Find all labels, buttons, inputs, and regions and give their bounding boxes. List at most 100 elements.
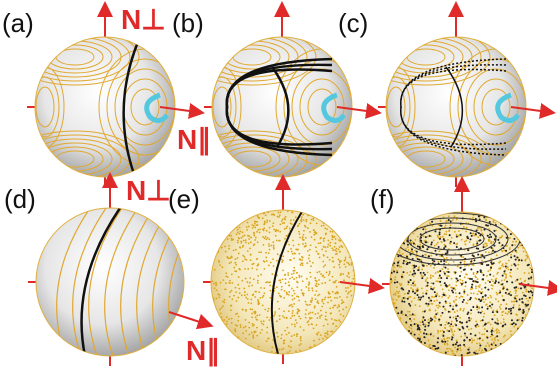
dot [244, 291, 246, 293]
dot [417, 337, 419, 339]
dot [313, 229, 315, 231]
dot [516, 279, 518, 281]
dot [263, 320, 265, 322]
dot [283, 310, 285, 312]
dot [307, 227, 309, 229]
dot [448, 330, 450, 332]
dot [428, 297, 430, 299]
dot [311, 323, 313, 325]
dot [257, 241, 259, 243]
dot [260, 287, 262, 289]
dot [501, 314, 503, 316]
dot [452, 325, 454, 327]
dot [235, 287, 237, 289]
dot [453, 353, 455, 355]
dot [279, 214, 281, 216]
dot [514, 244, 516, 246]
dot [475, 321, 477, 323]
dot [407, 244, 409, 246]
dot [291, 335, 293, 337]
dot [456, 236, 458, 238]
dot [287, 351, 289, 353]
dot [412, 291, 414, 293]
dot [260, 251, 262, 253]
dot [301, 259, 303, 261]
dot [489, 269, 491, 271]
dot [224, 246, 226, 248]
dot [473, 280, 475, 282]
dot [510, 334, 512, 336]
dot [245, 338, 247, 340]
dot [508, 311, 510, 313]
dot [277, 216, 279, 218]
dot [325, 315, 327, 317]
dot [417, 290, 419, 292]
dot [456, 351, 458, 353]
dot [348, 291, 350, 293]
dot [399, 317, 401, 319]
dot [473, 272, 475, 274]
dot [229, 262, 231, 264]
dot [515, 241, 517, 243]
dot [451, 350, 453, 352]
dot [476, 342, 478, 344]
dot [464, 335, 466, 337]
dot [479, 284, 481, 286]
dot [482, 296, 484, 298]
dot [455, 244, 457, 246]
dot [509, 291, 511, 293]
dot [470, 328, 472, 330]
dot [297, 282, 299, 284]
dot [415, 265, 417, 267]
dot [234, 258, 236, 260]
dot [433, 300, 435, 302]
dot [490, 236, 492, 238]
dot [414, 239, 416, 241]
dot [463, 293, 465, 295]
dot [485, 294, 487, 296]
dot [268, 238, 270, 240]
dot [477, 254, 479, 256]
dot [424, 319, 426, 321]
dot [294, 326, 296, 328]
dot [509, 247, 511, 249]
dot [269, 249, 271, 251]
dot [230, 235, 232, 237]
dot [494, 339, 496, 341]
dot [485, 345, 487, 347]
dot [465, 240, 467, 242]
dot [268, 243, 270, 245]
dot [344, 260, 346, 262]
dot [510, 233, 512, 235]
dot [291, 324, 293, 326]
dot [444, 282, 446, 284]
dot [256, 319, 258, 321]
dot [305, 237, 307, 239]
dot [282, 255, 284, 257]
dot [456, 246, 458, 248]
dot [410, 287, 412, 289]
dot [396, 281, 398, 283]
dot [333, 305, 335, 307]
dot [499, 290, 501, 292]
dot [452, 344, 454, 346]
dot [339, 267, 341, 269]
dot [286, 334, 288, 336]
dot [456, 278, 458, 280]
dot [241, 237, 243, 239]
dot [505, 274, 507, 276]
dot [449, 305, 451, 307]
dot [513, 326, 515, 328]
dot [263, 324, 265, 326]
dot [403, 260, 405, 262]
dot [248, 285, 250, 287]
dot [489, 301, 491, 303]
dot [465, 285, 467, 287]
dot [316, 222, 318, 224]
dot [314, 307, 316, 309]
dot [413, 270, 415, 272]
dot [510, 256, 512, 258]
dot [492, 327, 494, 329]
dot [323, 276, 325, 278]
dot [443, 240, 445, 242]
